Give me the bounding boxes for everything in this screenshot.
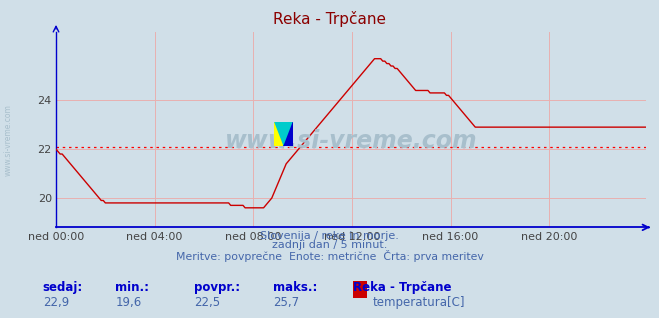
Text: 19,6: 19,6: [115, 296, 142, 309]
Text: Slovenija / reke in morje.: Slovenija / reke in morje.: [260, 231, 399, 240]
Bar: [283, 122, 293, 146]
Text: www.si-vreme.com: www.si-vreme.com: [225, 129, 477, 153]
Text: temperatura[C]: temperatura[C]: [372, 296, 465, 309]
Text: 22,5: 22,5: [194, 296, 221, 309]
Text: Reka - Trpčane: Reka - Trpčane: [353, 281, 451, 294]
Text: min.:: min.:: [115, 281, 150, 294]
Text: www.si-vreme.com: www.si-vreme.com: [4, 104, 13, 176]
Text: Meritve: povprečne  Enote: metrične  Črta: prva meritev: Meritve: povprečne Enote: metrične Črta:…: [176, 250, 483, 262]
Polygon shape: [274, 122, 293, 146]
Text: maks.:: maks.:: [273, 281, 318, 294]
Text: 22,9: 22,9: [43, 296, 69, 309]
Bar: [274, 122, 283, 146]
Text: zadnji dan / 5 minut.: zadnji dan / 5 minut.: [272, 240, 387, 250]
Text: Reka - Trpčane: Reka - Trpčane: [273, 11, 386, 27]
Text: sedaj:: sedaj:: [43, 281, 83, 294]
Text: povpr.:: povpr.:: [194, 281, 241, 294]
Text: 25,7: 25,7: [273, 296, 300, 309]
